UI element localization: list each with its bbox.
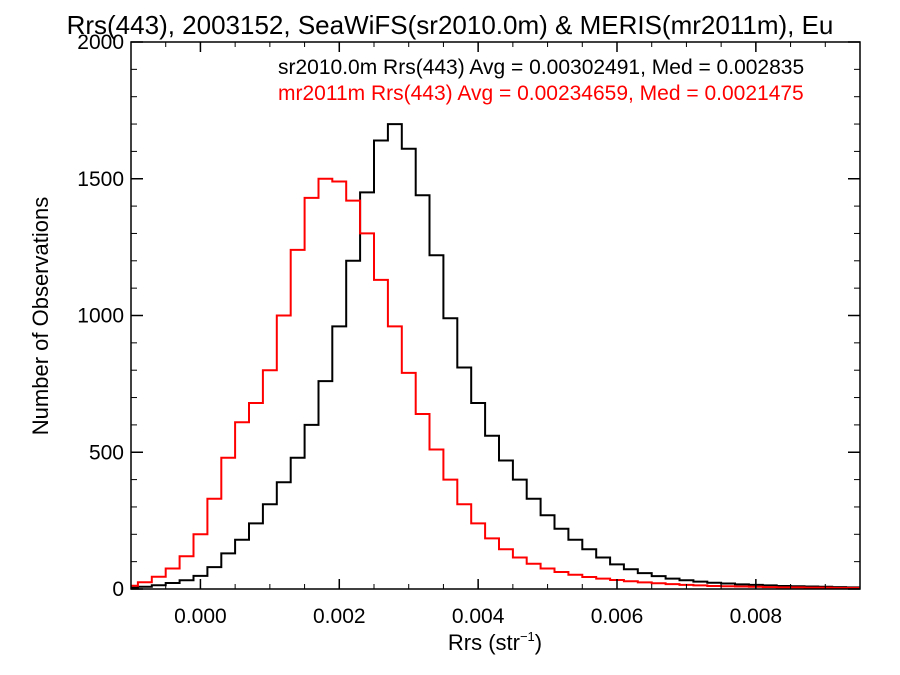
legend-entry-mr2011: mr2011m Rrs(443) Avg = 0.00234659, Med =… <box>278 82 804 105</box>
y-tick-label: 1500 <box>77 168 124 191</box>
legend-entry-sr2010: sr2010.0m Rrs(443) Avg = 0.00302491, Med… <box>278 56 804 79</box>
y-tick-label: 500 <box>89 441 124 464</box>
x-axis-label-superscript: −1 <box>520 629 535 644</box>
y-tick-label: 0 <box>112 578 124 601</box>
series-layer <box>131 123 860 589</box>
y-axis-label: Number of Observations <box>28 197 53 435</box>
x-axis-label-main: Rrs (str <box>448 630 520 655</box>
axis-ticks: 0.000 0.002 0.004 0.006 0.008 0 500 1000 1500 200… <box>77 31 861 628</box>
x-tick-label: 0.004 <box>452 605 505 628</box>
chart-title: Rrs(443), 2003152, SeaWiFS(sr2010.0m) & … <box>67 10 834 40</box>
x-tick-label: 0.006 <box>591 605 644 628</box>
series-line-mr2011 <box>131 177 860 589</box>
y-tick-label: 1000 <box>77 305 124 328</box>
x-axis-label-close: ) <box>535 630 542 655</box>
x-tick-label: 0.008 <box>730 605 783 628</box>
series-line-sr2010 <box>131 123 860 589</box>
x-tick-label: 0.002 <box>313 605 366 628</box>
x-tick-label: 0.000 <box>174 605 227 628</box>
x-axis-label: Rrs (str−1) <box>448 629 542 655</box>
plot-frame <box>130 41 861 590</box>
y-tick-label: 2000 <box>77 31 124 54</box>
